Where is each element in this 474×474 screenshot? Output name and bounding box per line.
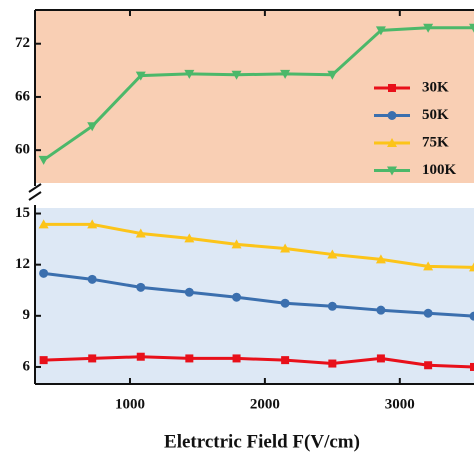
marker — [184, 69, 195, 79]
marker — [38, 219, 49, 229]
x-axis-title: Eletrctric Field F(V/cm) — [164, 431, 360, 452]
x-tick-label: 1000 — [115, 396, 145, 412]
marker — [424, 361, 433, 370]
marker — [280, 298, 290, 308]
marker — [387, 138, 397, 147]
y2-tick-label: 60 — [15, 142, 30, 158]
series-line — [43, 271, 474, 318]
marker — [281, 356, 290, 365]
marker — [423, 23, 434, 33]
lower-panel — [35, 208, 474, 384]
y-tick-label: 12 — [15, 256, 30, 272]
marker — [328, 359, 337, 368]
marker — [87, 274, 97, 284]
legend-label: 75K — [422, 134, 449, 150]
marker — [470, 362, 474, 371]
marker — [469, 262, 474, 272]
marker — [184, 287, 194, 297]
marker — [469, 23, 474, 33]
marker — [469, 311, 474, 321]
series-line — [42, 26, 474, 162]
y-tick-label: 6 — [23, 358, 31, 374]
marker — [280, 243, 291, 253]
marker — [87, 219, 98, 229]
marker — [388, 84, 396, 92]
y-tick-label: 9 — [23, 307, 31, 323]
legend-box — [368, 74, 472, 182]
marker — [39, 268, 49, 278]
marker — [423, 308, 433, 318]
marker — [423, 261, 434, 271]
legend-label: 100K — [422, 162, 457, 178]
y-tick-label: 15 — [15, 205, 30, 221]
marker — [232, 292, 242, 302]
series-line — [43, 222, 474, 269]
legend-label: 50K — [422, 107, 449, 123]
marker — [375, 26, 386, 36]
marker — [231, 70, 242, 80]
marker — [135, 71, 146, 81]
marker — [135, 228, 146, 238]
marker — [280, 69, 291, 79]
marker — [87, 122, 98, 132]
marker — [136, 282, 146, 292]
series-line — [43, 355, 474, 369]
x-tick-label: 2000 — [250, 396, 280, 412]
y2-tick-label: 66 — [15, 88, 31, 104]
marker — [185, 354, 194, 363]
marker — [375, 254, 386, 264]
marker — [376, 354, 385, 363]
x-tick-label: 3000 — [385, 396, 415, 412]
marker — [184, 233, 195, 243]
marker — [39, 356, 48, 365]
marker — [88, 354, 97, 363]
marker — [327, 249, 338, 259]
marker — [38, 155, 49, 165]
marker — [387, 166, 397, 176]
marker — [232, 354, 241, 363]
axis-break — [28, 183, 42, 201]
marker — [376, 305, 386, 315]
marker — [231, 239, 242, 249]
marker — [387, 111, 397, 120]
legend-label: 30K — [422, 79, 449, 95]
marker — [327, 70, 338, 80]
marker — [327, 301, 337, 311]
marker — [136, 352, 145, 361]
y2-tick-label: 72 — [15, 35, 30, 51]
